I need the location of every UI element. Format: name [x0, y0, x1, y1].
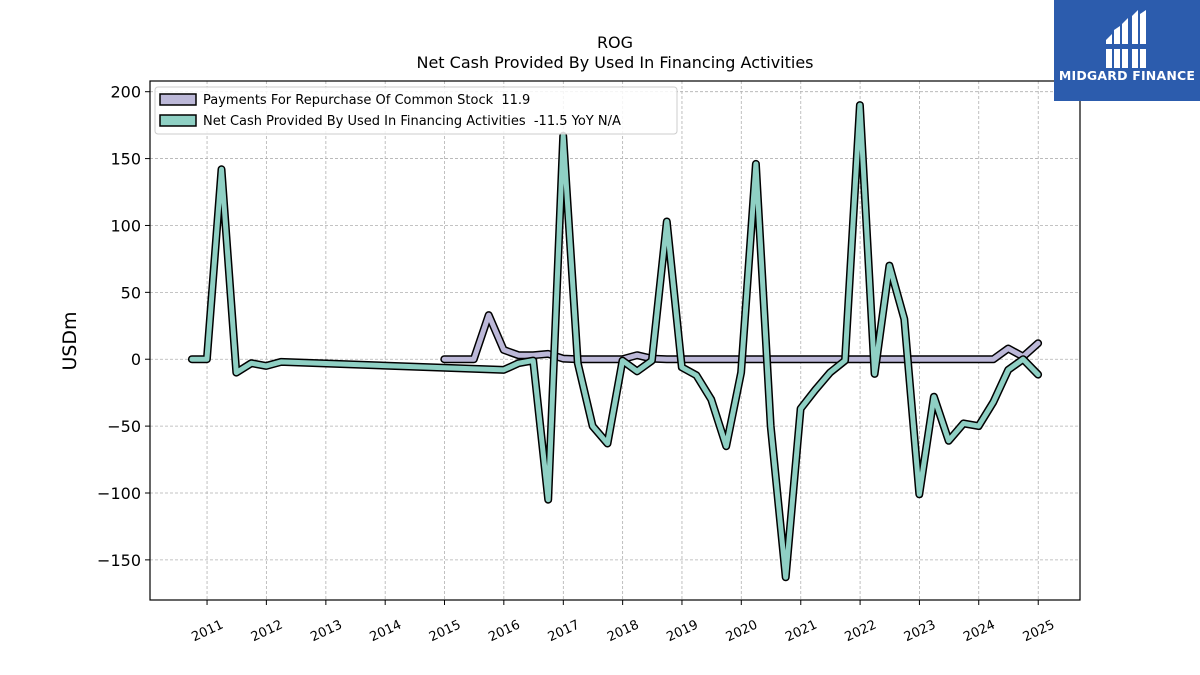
legend-swatch-financing	[159, 114, 197, 127]
x-tick-label: 2012	[249, 618, 285, 646]
plot-frame	[149, 80, 1081, 601]
legend: Payments For Repurchase Of Common Stock …	[154, 86, 678, 135]
brand-name: MIDGARD FINANCE	[1058, 68, 1196, 83]
y-tick-label: 0	[131, 350, 141, 369]
grid	[150, 81, 1080, 600]
chart-subtitle: Net Cash Provided By Used In Financing A…	[416, 53, 813, 72]
series-line-outline	[187, 101, 1043, 582]
x-tick-label: 2025	[1021, 618, 1057, 646]
legend-label-repurchase: Payments For Repurchase Of Common Stock …	[203, 93, 530, 108]
x-tick-label: 2018	[605, 618, 641, 646]
x-tick-label: 2022	[843, 618, 879, 646]
brand-mark-icon	[1106, 10, 1146, 68]
x-tick-label: 2011	[190, 618, 226, 646]
x-tick-label: 2020	[724, 618, 760, 646]
x-tick-label: 2014	[368, 618, 404, 646]
y-tick-label: −100	[97, 484, 141, 503]
x-tick-label: 2016	[486, 618, 522, 646]
chart-title: ROG	[597, 33, 633, 52]
y-tick-label: −50	[107, 417, 141, 436]
y-tick-label: 100	[110, 216, 141, 235]
x-tick-label: 2023	[902, 618, 938, 646]
y-tick-label: −150	[97, 551, 141, 570]
x-tick-label: 2013	[308, 618, 344, 646]
x-tick-label: 2021	[783, 618, 819, 646]
y-tick-label: 150	[110, 150, 141, 169]
x-tick-label: 2019	[664, 618, 700, 646]
legend-box	[154, 86, 678, 135]
legend-label-financing: Net Cash Provided By Used In Financing A…	[203, 114, 621, 129]
series-lines	[187, 101, 1043, 582]
x-tick-label: 2015	[427, 618, 463, 646]
brand-logo: MIDGARD FINANCE	[1054, 0, 1200, 101]
legend-swatch-repurchase	[159, 93, 197, 106]
y-axis: −150 −100 −50 0 50 100 150 200	[97, 83, 150, 570]
x-axis: 2011 2012 2013 2014 2015 2016 2017 2018 2019 2020…	[190, 600, 1057, 646]
series-line	[189, 102, 1041, 580]
y-tick-label: 200	[110, 83, 141, 102]
x-tick-label: 2024	[961, 618, 997, 646]
y-tick-label: 50	[121, 283, 141, 302]
y-axis-label: USDm	[59, 311, 81, 370]
x-tick-label: 2017	[546, 618, 582, 646]
series-1	[187, 101, 1043, 582]
